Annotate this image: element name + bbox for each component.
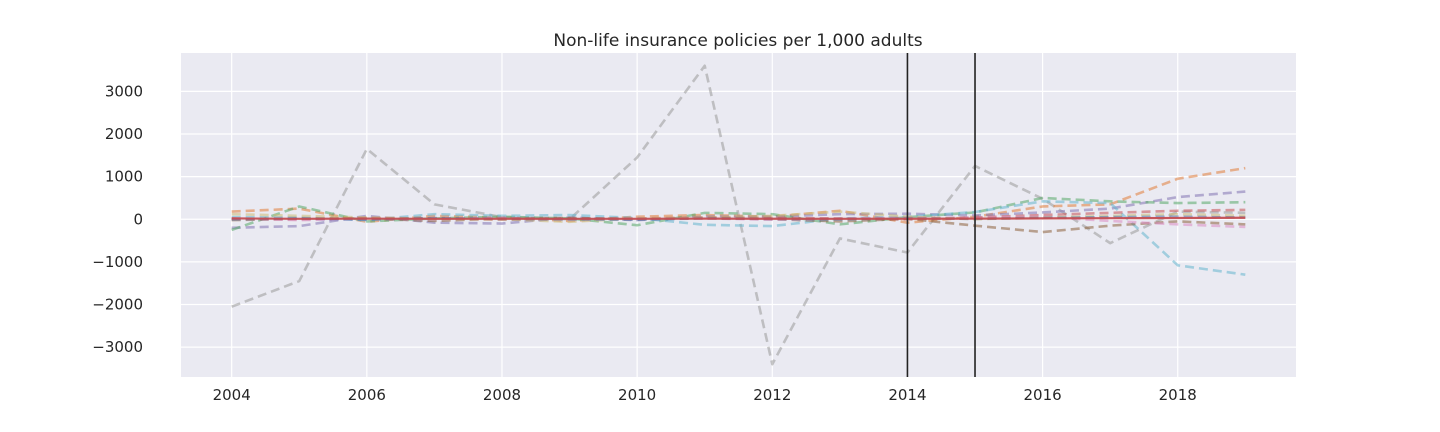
- y-tick-label: 2000: [105, 125, 143, 143]
- x-axis-ticks: 2004 2006 2008 2010 2012 2014 2016 2018: [213, 386, 1197, 404]
- y-tick-label: 3000: [105, 82, 143, 100]
- x-tick-label: 2016: [1023, 386, 1061, 404]
- reference-lines: [906, 53, 976, 377]
- y-tick-label: 1000: [105, 168, 143, 186]
- y-tick-label: −1000: [92, 253, 143, 271]
- x-tick-label: 2008: [483, 386, 521, 404]
- x-tick-label: 2006: [348, 386, 386, 404]
- x-tick-label: 2004: [213, 386, 251, 404]
- x-tick-label: 2012: [753, 386, 791, 404]
- y-axis-ticks: −3000 −2000 −1000 0 1000 2000 3000: [92, 82, 143, 356]
- x-tick-label: 2010: [618, 386, 656, 404]
- y-tick-label: −3000: [92, 338, 143, 356]
- y-tick-label: 0: [133, 210, 143, 228]
- y-tick-label: −2000: [92, 296, 143, 314]
- x-tick-label: 2018: [1159, 386, 1197, 404]
- series-lines: [231, 64, 1246, 366]
- series-line-11: [231, 216, 1246, 220]
- chart-title: Non-life insurance policies per 1,000 ad…: [553, 31, 922, 51]
- x-tick-label: 2014: [888, 386, 926, 404]
- gridlines: [181, 53, 1296, 377]
